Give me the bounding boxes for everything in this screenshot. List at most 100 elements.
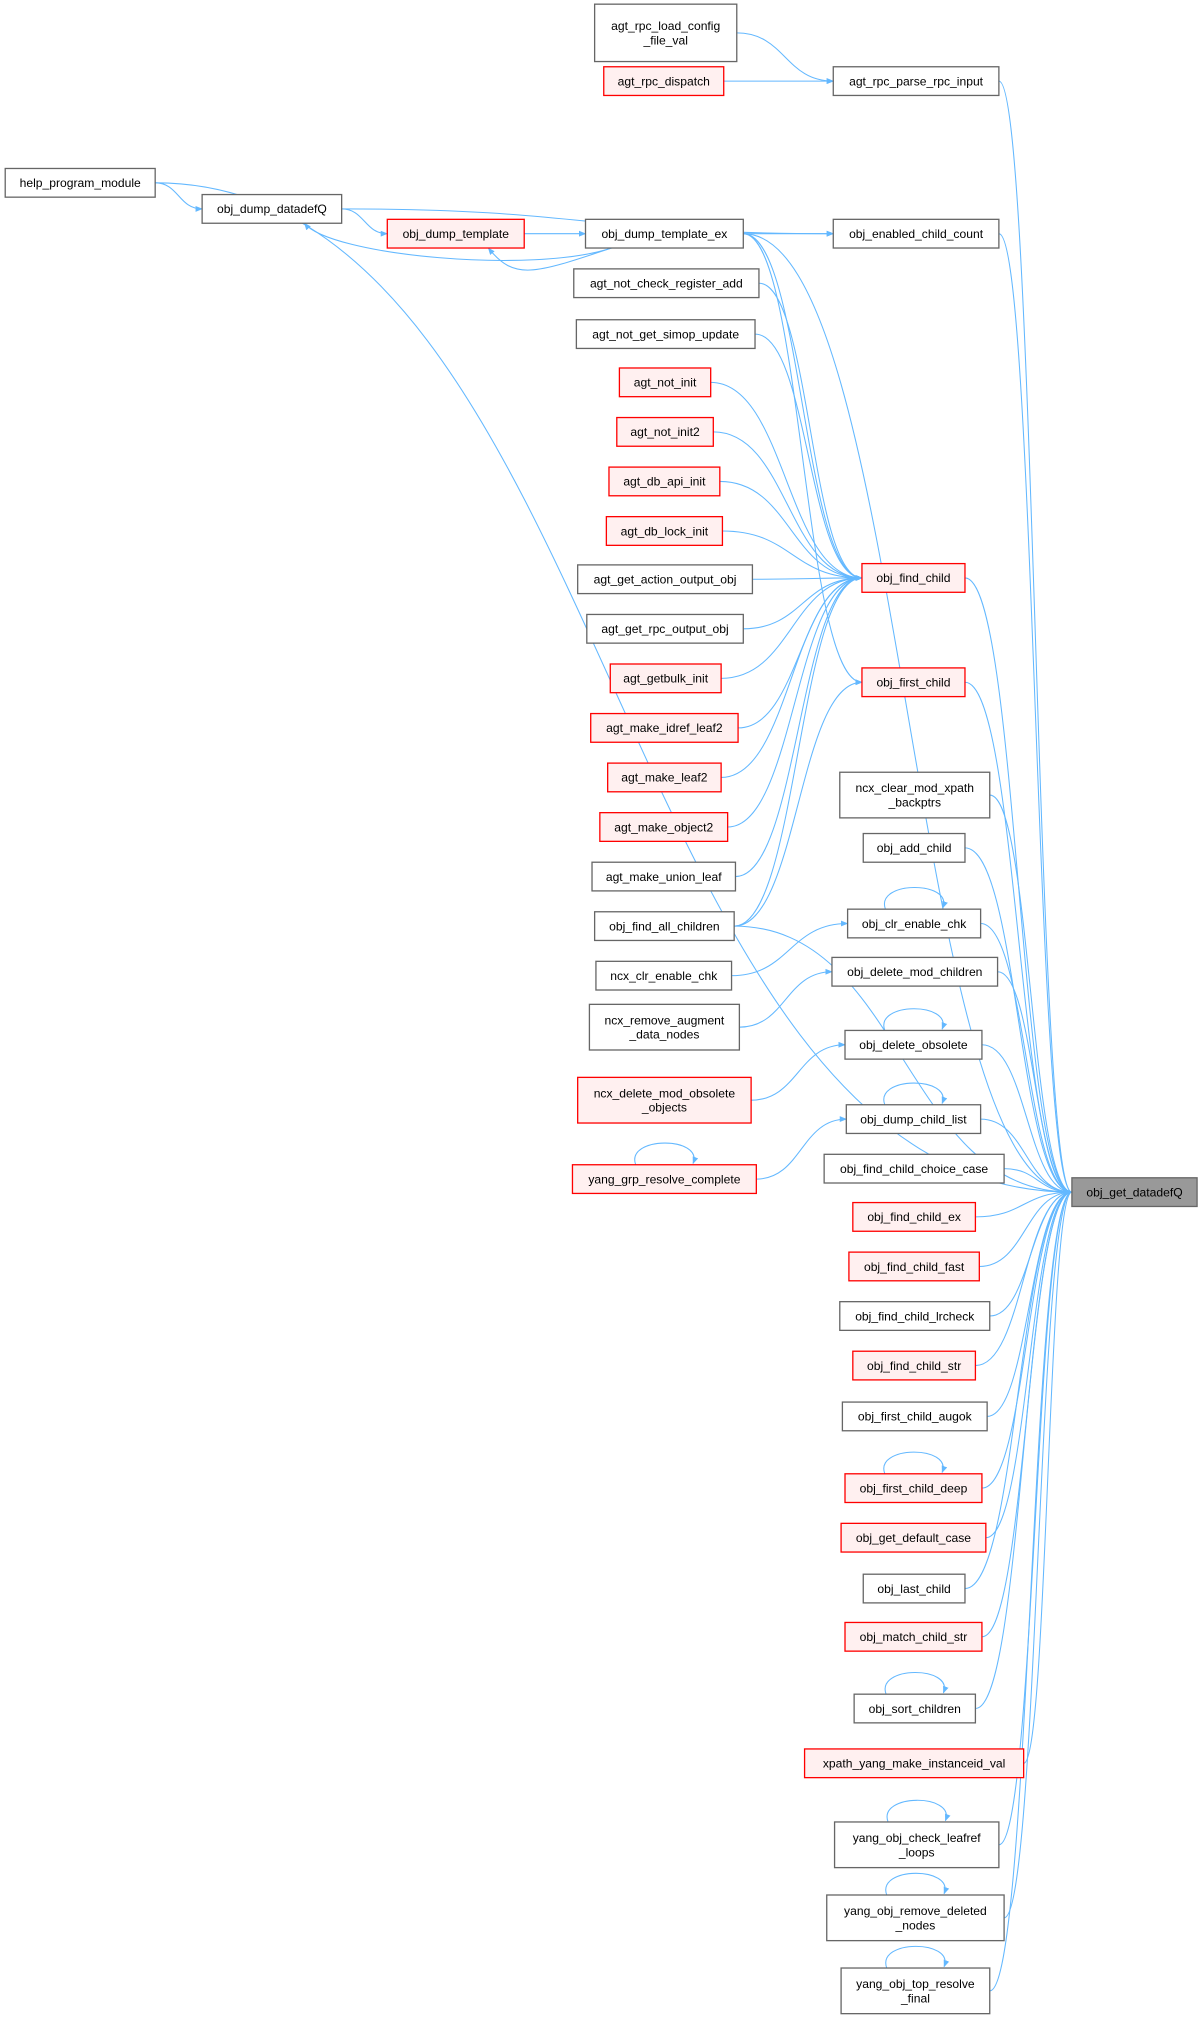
edge-help_program_module-to-obj_dump_datadefQ xyxy=(155,182,203,212)
node-label: _final xyxy=(900,1991,930,2005)
edge-obj_find_child_choice_case-to-obj_get_datadefQ xyxy=(1004,1168,1073,1196)
node-ncx_remove_augment_data_nodes[interactable]: ncx_remove_augment_data_nodes xyxy=(588,1003,741,1051)
node-obj_add_child[interactable]: obj_add_child xyxy=(862,832,966,863)
node-obj_enabled_child_count[interactable]: obj_enabled_child_count xyxy=(832,218,1000,249)
node-obj_clr_enable_chk[interactable]: obj_clr_enable_chk xyxy=(846,908,982,939)
node-obj_dump_template_ex[interactable]: obj_dump_template_ex xyxy=(584,218,744,249)
node-agt_not_init[interactable]: agt_not_init xyxy=(618,367,712,398)
node-yang_obj_top_resolve_final[interactable]: yang_obj_top_resolve_final xyxy=(840,1967,991,2015)
node-box xyxy=(593,911,735,942)
node-agt_not_check_register_add[interactable]: agt_not_check_register_add xyxy=(573,268,760,299)
edge-obj_dump_child_list-to-obj_dump_child_list xyxy=(883,1082,948,1105)
node-ncx_delete_mod_obsolete_objects[interactable]: ncx_delete_mod_obsolete_objects xyxy=(577,1076,752,1124)
node-agt_rpc_dispatch[interactable]: agt_rpc_dispatch xyxy=(603,66,725,97)
node-label: _backptrs xyxy=(888,796,941,810)
node-label: agt_db_api_init xyxy=(623,475,706,489)
node-agt_not_get_simop_update[interactable]: agt_not_get_simop_update xyxy=(575,319,756,350)
edge-xpath_yang_make_instanceid_val-to-obj_get_datadefQ xyxy=(1023,1189,1073,1764)
node-box xyxy=(593,3,738,63)
edge-ncx_clr_enable_chk-to-obj_clr_enable_chk xyxy=(731,920,849,977)
node-obj_find_all_children[interactable]: obj_find_all_children xyxy=(593,911,735,942)
node-box xyxy=(571,1164,757,1195)
node-yang_grp_resolve_complete[interactable]: yang_grp_resolve_complete xyxy=(571,1164,757,1195)
node-agt_make_union_leaf[interactable]: agt_make_union_leaf xyxy=(591,861,737,892)
node-obj_find_child_fast[interactable]: obj_find_child_fast xyxy=(848,1251,980,1282)
edge-yang_obj_remove_deleted_nodes-to-yang_obj_remove_deleted_nodes xyxy=(885,1872,950,1896)
node-box xyxy=(575,319,756,350)
node-agt_get_rpc_output_obj[interactable]: agt_get_rpc_output_obj xyxy=(586,613,744,644)
node-obj_last_child[interactable]: obj_last_child xyxy=(862,1573,966,1604)
edge-obj_first_child_deep-to-obj_first_child_deep xyxy=(883,1451,948,1474)
node-agt_get_action_output_obj[interactable]: agt_get_action_output_obj xyxy=(577,564,754,595)
node-label: obj_match_child_str xyxy=(860,1630,968,1644)
edge-obj_delete_obsolete-to-obj_delete_obsolete xyxy=(883,1008,948,1031)
node-label: help_program_module xyxy=(20,176,141,190)
node-agt_rpc_load_config_file_val[interactable]: agt_rpc_load_config_file_val xyxy=(593,3,738,63)
node-obj_delete_obsolete[interactable]: obj_delete_obsolete xyxy=(844,1029,983,1060)
node-box xyxy=(4,167,156,198)
node-box xyxy=(595,960,733,991)
edge-obj_delete_obsolete-to-obj_get_datadefQ xyxy=(981,1044,1073,1196)
node-agt_make_idref_leaf2[interactable]: agt_make_idref_leaf2 xyxy=(590,712,739,743)
node-agt_db_lock_init[interactable]: agt_db_lock_init xyxy=(605,515,724,546)
edge-obj_first_child_deep-to-obj_get_datadefQ xyxy=(981,1189,1073,1489)
node-obj_dump_child_list[interactable]: obj_dump_child_list xyxy=(845,1104,982,1135)
edge-obj_clr_enable_chk-to-obj_clr_enable_chk xyxy=(884,886,948,910)
edge-obj_find_child_str-to-obj_get_datadefQ xyxy=(975,1189,1073,1367)
node-box xyxy=(605,515,724,546)
node-box xyxy=(201,193,343,224)
node-yang_obj_check_leafref_loops[interactable]: yang_obj_check_leafref_loops xyxy=(833,1821,1000,1869)
node-obj_delete_mod_children[interactable]: obj_delete_mod_children xyxy=(831,956,999,987)
node-xpath_yang_make_instanceid_val[interactable]: xpath_yang_make_instanceid_val xyxy=(803,1748,1025,1779)
node-label: obj_get_default_case xyxy=(856,1531,971,1545)
node-yang_obj_remove_deleted_nodes[interactable]: yang_obj_remove_deleted_nodes xyxy=(826,1894,1005,1942)
node-box xyxy=(844,1029,983,1060)
node-help_program_module[interactable]: help_program_module xyxy=(4,167,156,198)
node-obj_first_child[interactable]: obj_first_child xyxy=(861,667,966,698)
node-obj_get_datadefQ[interactable]: obj_get_datadefQ xyxy=(1071,1177,1198,1208)
edge-yang_obj_top_resolve_final-to-yang_obj_top_resolve_final xyxy=(885,1945,950,1969)
node-agt_make_object2[interactable]: agt_make_object2 xyxy=(599,812,729,843)
node-box xyxy=(609,663,722,694)
node-obj_find_child[interactable]: obj_find_child xyxy=(861,562,966,593)
node-agt_not_init2[interactable]: agt_not_init2 xyxy=(616,416,714,447)
node-label: obj_dump_template_ex xyxy=(601,227,727,241)
edge-obj_sort_children-to-obj_sort_children xyxy=(884,1671,949,1695)
node-ncx_clr_enable_chk[interactable]: ncx_clr_enable_chk xyxy=(595,960,733,991)
node-obj_find_child_ex[interactable]: obj_find_child_ex xyxy=(852,1201,977,1232)
node-obj_sort_children[interactable]: obj_sort_children xyxy=(853,1693,977,1724)
edge-agt_not_check_register_add-to-obj_find_child xyxy=(758,282,863,581)
node-ncx_clear_mod_xpath_backptrs[interactable]: ncx_clear_mod_xpath_backptrs xyxy=(839,771,991,819)
node-obj_find_child_str[interactable]: obj_find_child_str xyxy=(852,1350,977,1381)
node-label: ncx_clear_mod_xpath xyxy=(856,781,974,795)
node-box xyxy=(586,613,744,644)
node-obj_match_child_str[interactable]: obj_match_child_str xyxy=(844,1621,983,1652)
node-label: agt_get_action_output_obj xyxy=(594,573,737,587)
node-label: obj_first_child_augok xyxy=(858,1410,973,1424)
node-obj_first_child_deep[interactable]: obj_first_child_deep xyxy=(844,1473,983,1504)
node-agt_make_leaf2[interactable]: agt_make_leaf2 xyxy=(607,762,722,793)
node-obj_dump_template[interactable]: obj_dump_template xyxy=(386,218,525,249)
node-box xyxy=(599,812,729,843)
node-obj_first_child_augok[interactable]: obj_first_child_augok xyxy=(841,1401,988,1432)
node-obj_dump_datadefQ[interactable]: obj_dump_datadefQ xyxy=(201,193,343,224)
node-obj_find_child_lrcheck[interactable]: obj_find_child_lrcheck xyxy=(839,1301,991,1332)
node-agt_rpc_parse_rpc_input[interactable]: agt_rpc_parse_rpc_input xyxy=(832,66,1000,97)
node-obj_get_default_case[interactable]: obj_get_default_case xyxy=(840,1522,987,1553)
node-box xyxy=(840,1522,987,1553)
node-label: obj_find_child_ex xyxy=(867,1210,961,1224)
node-obj_find_child_choice_case[interactable]: obj_find_child_choice_case xyxy=(823,1153,1005,1184)
node-label: yang_obj_check_leafref xyxy=(853,1831,982,1845)
edge-obj_dump_template_ex-to-obj_dump_datadefQ xyxy=(304,222,612,261)
node-agt_getbulk_init[interactable]: agt_getbulk_init xyxy=(609,663,722,694)
node-box xyxy=(584,218,744,249)
node-label: ncx_remove_augment xyxy=(604,1013,724,1027)
node-label: obj_first_child_deep xyxy=(860,1481,968,1495)
node-box xyxy=(803,1748,1025,1779)
edge-obj_dump_template_ex-to-obj_get_datadefQ xyxy=(743,233,1073,1196)
node-agt_db_api_init[interactable]: agt_db_api_init xyxy=(608,466,721,497)
node-label: obj_add_child xyxy=(877,841,952,855)
node-label: _objects xyxy=(641,1101,687,1115)
node-box xyxy=(840,1967,991,2015)
node-box xyxy=(839,1301,991,1332)
